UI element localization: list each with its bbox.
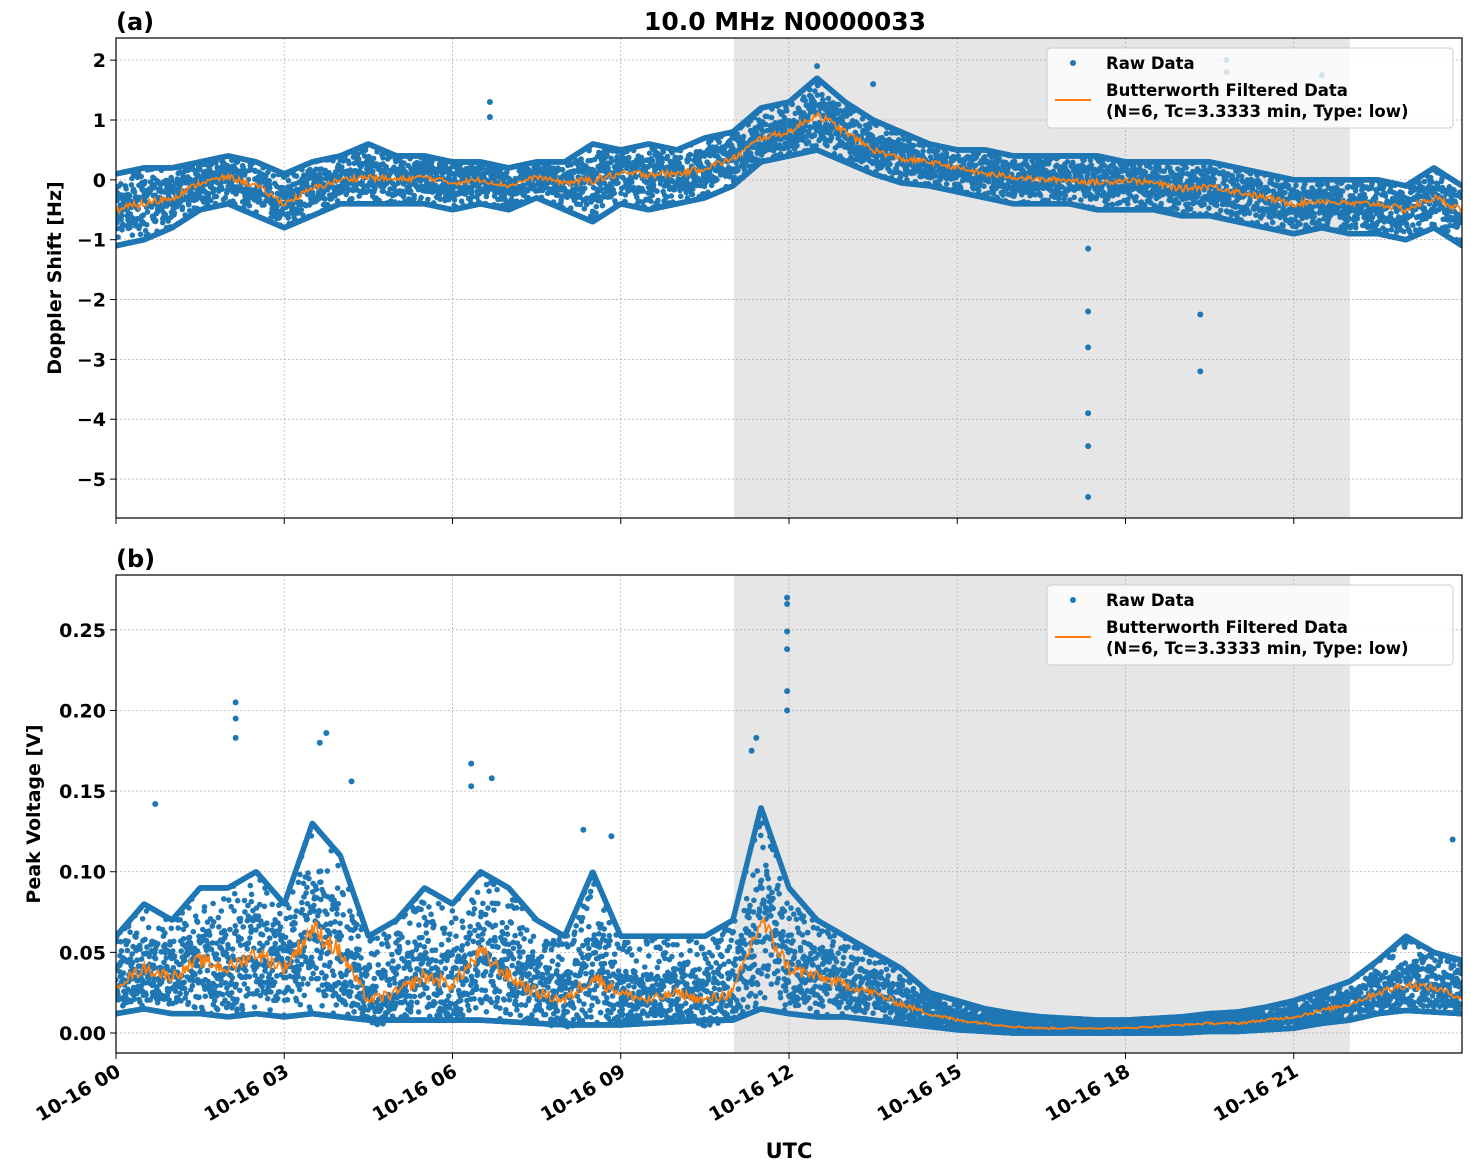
raw-data-point — [214, 194, 220, 200]
raw-data-point — [172, 210, 178, 216]
raw-data-point — [138, 174, 144, 180]
raw-data-point — [132, 189, 138, 195]
raw-data-point — [615, 180, 621, 186]
raw-data-point — [127, 193, 133, 199]
raw-data-point — [371, 156, 377, 162]
raw-data-point — [372, 185, 378, 191]
raw-data-point — [142, 179, 148, 185]
raw-data-point — [299, 207, 305, 213]
raw-data-point — [127, 225, 133, 231]
raw-data-point — [380, 188, 386, 194]
raw-data-point — [650, 158, 656, 164]
raw-data-point — [611, 190, 617, 196]
raw-data-point — [153, 218, 159, 224]
raw-data-point — [180, 204, 186, 210]
raw-data-point — [626, 155, 632, 161]
raw-data-point — [437, 196, 443, 202]
raw-data-point — [145, 209, 151, 215]
raw-data-point — [560, 167, 566, 173]
raw-data-point — [380, 155, 386, 161]
raw-data-point — [339, 164, 345, 170]
raw-data-point — [219, 186, 225, 192]
raw-data-point — [598, 186, 604, 192]
raw-data-point — [665, 154, 671, 160]
raw-data-point — [130, 232, 136, 238]
raw-data-point — [678, 194, 684, 200]
raw-data-point — [647, 150, 653, 156]
raw-data-point — [678, 155, 684, 161]
raw-data-point — [144, 222, 150, 228]
raw-data-point — [349, 196, 355, 202]
raw-data-point — [600, 203, 606, 209]
raw-data-point — [716, 139, 722, 145]
raw-data-point — [655, 198, 661, 204]
figure-title: 10.0 MHz N0000033 — [644, 7, 926, 36]
raw-data-point — [593, 210, 599, 216]
raw-data-point — [741, 134, 747, 140]
raw-data-point — [654, 188, 660, 194]
raw-data-point — [285, 215, 291, 221]
raw-data-point — [669, 193, 675, 199]
raw-data-point — [640, 188, 646, 194]
raw-data-point — [633, 174, 639, 180]
raw-data-point — [690, 192, 696, 198]
raw-data-point — [211, 188, 217, 194]
raw-data-point — [629, 179, 635, 185]
raw-data-point — [594, 204, 600, 210]
raw-data-point — [346, 161, 352, 167]
raw-data-point — [149, 204, 155, 210]
raw-data-point — [411, 193, 417, 199]
raw-data-point — [650, 193, 656, 199]
panel-a-doppler-shift: 210−1−2−3−4−5(a)Doppler Shift [Hz]Raw Da… — [44, 8, 1465, 524]
raw-data-point — [267, 182, 273, 188]
raw-data-point — [408, 188, 414, 194]
raw-data-point — [648, 198, 654, 204]
raw-data-point — [609, 159, 615, 165]
raw-data-point — [138, 232, 144, 238]
raw-data-point — [418, 195, 424, 201]
raw-data-point — [247, 203, 253, 209]
raw-data-point — [123, 186, 129, 192]
raw-data-point — [119, 227, 125, 233]
raw-data-point — [286, 178, 292, 184]
raw-data-point — [452, 197, 458, 203]
raw-data-point — [714, 177, 720, 183]
raw-data-point — [322, 196, 328, 202]
raw-data-point — [425, 197, 431, 203]
raw-data-point — [401, 194, 407, 200]
raw-data-point — [186, 202, 192, 208]
raw-data-point — [687, 152, 693, 158]
raw-data-point — [294, 173, 300, 179]
raw-data-point — [271, 173, 277, 179]
raw-data-point — [582, 186, 588, 192]
